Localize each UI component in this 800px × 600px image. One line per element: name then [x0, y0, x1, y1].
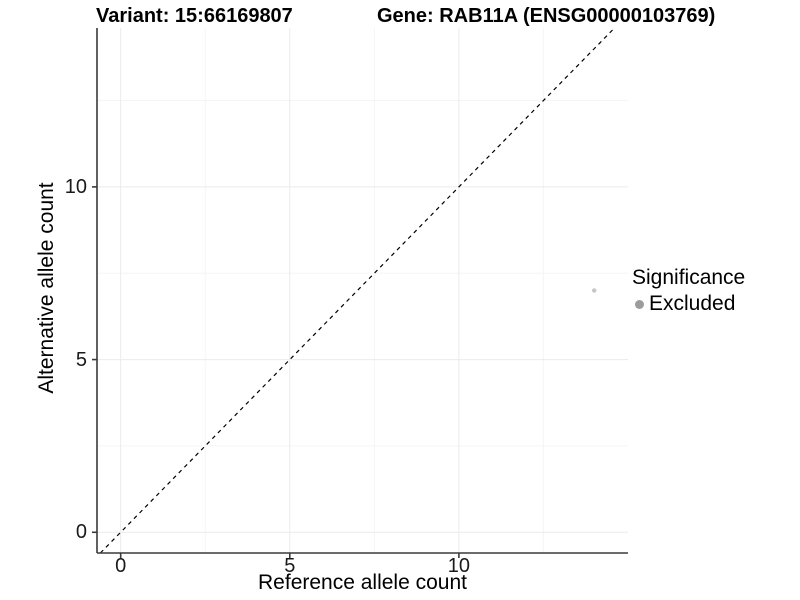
- legend: Significance Excluded: [632, 266, 745, 316]
- x-tick-label: 0: [115, 555, 127, 577]
- legend-title: Significance: [632, 266, 746, 289]
- y-tick-label: 5: [75, 348, 87, 371]
- legend-item-label: Excluded: [649, 292, 736, 315]
- y-tick-label: 10: [64, 175, 87, 198]
- variant-title: Variant: 15:66169807: [96, 5, 293, 27]
- x-tick-label: 10: [447, 555, 471, 577]
- legend-item-excluded: Excluded: [635, 292, 745, 316]
- gene-title: Gene: RAB11A (ENSG00000103769): [377, 5, 716, 27]
- identity-line: [99, 27, 615, 554]
- x-axis-title: Reference allele count: [258, 571, 467, 594]
- legend-key-dot-icon: [635, 299, 644, 309]
- data-point: [591, 288, 597, 293]
- y-tick-label: 0: [75, 521, 87, 544]
- x-tick-label: 5: [284, 555, 296, 577]
